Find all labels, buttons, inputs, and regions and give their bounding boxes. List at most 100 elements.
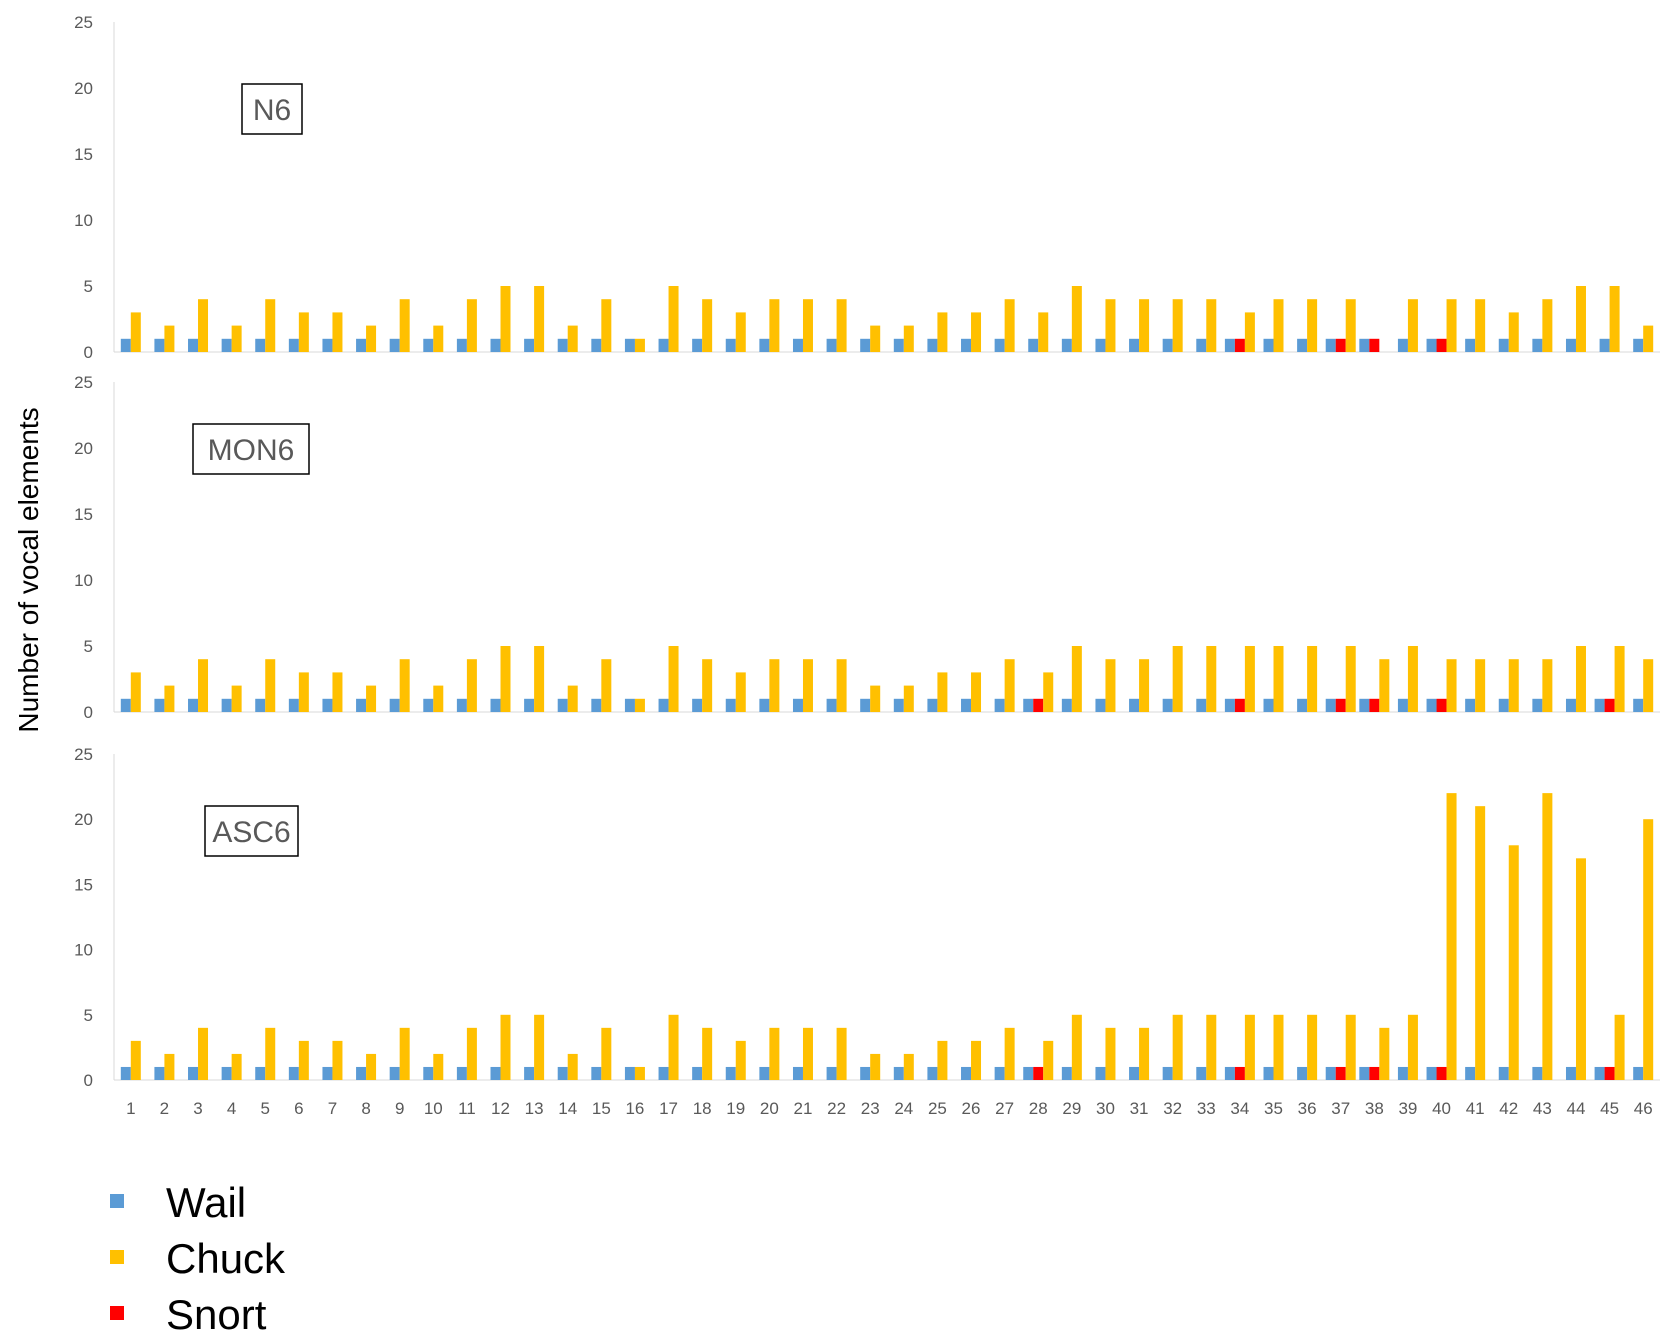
legend-label: Snort [166, 1291, 267, 1338]
bar-snort-asc6 [1335, 1066, 1346, 1080]
bar-wail-mon6 [288, 698, 299, 712]
bar-wail-mon6 [860, 698, 871, 712]
bar-chuck-n6 [1643, 325, 1654, 352]
legend-swatch [110, 1250, 124, 1264]
bar-chuck-asc6 [1043, 1040, 1054, 1080]
bar-chuck-mon6 [231, 685, 242, 712]
x-tick-label: 44 [1567, 1099, 1586, 1118]
x-tick-label: 20 [760, 1099, 779, 1118]
bar-wail-asc6 [961, 1066, 972, 1080]
bar-wail-mon6 [1498, 698, 1509, 712]
bar-chuck-mon6 [601, 659, 612, 712]
x-tick-label: 7 [328, 1099, 337, 1118]
bar-wail-asc6 [927, 1066, 938, 1080]
bar-wail-asc6 [1532, 1066, 1543, 1080]
bar-wail-asc6 [120, 1066, 131, 1080]
bar-chuck-asc6 [1446, 793, 1457, 1080]
bar-chuck-n6 [399, 299, 410, 352]
bar-wail-n6 [893, 338, 904, 352]
bar-chuck-asc6 [735, 1040, 746, 1080]
bar-wail-n6 [1498, 338, 1509, 352]
legend-label: Wail [166, 1179, 246, 1226]
bar-wail-asc6 [591, 1066, 602, 1080]
bar-chuck-asc6 [971, 1040, 982, 1080]
bar-wail-n6 [1162, 338, 1173, 352]
panel-label-box [204, 805, 299, 857]
bar-wail-mon6 [826, 698, 837, 712]
bar-chuck-n6 [802, 299, 813, 352]
panel-label-box [241, 83, 303, 135]
bar-chuck-n6 [971, 312, 982, 352]
bar-chuck-asc6 [836, 1027, 847, 1080]
bar-chuck-mon6 [903, 685, 914, 712]
x-tick-label: 18 [693, 1099, 712, 1118]
bar-wail-n6 [423, 338, 434, 352]
bar-wail-mon6 [1359, 698, 1370, 712]
y-tick-label: 25 [74, 13, 93, 32]
bar-chuck-asc6 [130, 1040, 141, 1080]
bar-chuck-n6 [735, 312, 746, 352]
bar-wail-n6 [1599, 338, 1610, 352]
bar-chuck-n6 [567, 325, 578, 352]
bar-wail-mon6 [1263, 698, 1274, 712]
bar-wail-n6 [591, 338, 602, 352]
bar-chuck-asc6 [702, 1027, 713, 1080]
bar-chuck-mon6 [1273, 646, 1284, 712]
bar-wail-mon6 [120, 698, 131, 712]
bar-chuck-mon6 [802, 659, 813, 712]
bar-wail-asc6 [423, 1066, 434, 1080]
bar-chuck-n6 [1307, 299, 1318, 352]
x-tick-label: 26 [962, 1099, 981, 1118]
x-tick-label: 28 [1029, 1099, 1048, 1118]
bar-wail-asc6 [658, 1066, 669, 1080]
bar-wail-n6 [1224, 338, 1235, 352]
x-tick-label: 34 [1230, 1099, 1249, 1118]
bar-wail-asc6 [1594, 1066, 1605, 1080]
x-tick-label: 1 [126, 1099, 135, 1118]
x-tick-label: 12 [491, 1099, 510, 1118]
bar-chuck-asc6 [164, 1053, 175, 1080]
bar-wail-asc6 [759, 1066, 770, 1080]
bar-chuck-asc6 [466, 1027, 477, 1080]
bar-chuck-n6 [1172, 299, 1183, 352]
bar-snort-asc6 [1234, 1066, 1245, 1080]
bar-chuck-n6 [130, 312, 141, 352]
bar-chuck-asc6 [1475, 806, 1486, 1080]
bar-chuck-n6 [601, 299, 612, 352]
y-tick-label: 5 [84, 277, 93, 296]
bar-wail-mon6 [456, 698, 467, 712]
y-tick-label: 25 [74, 373, 93, 392]
bar-chuck-n6 [1206, 299, 1217, 352]
x-tick-labels: 1 2 3 4 5 6 7 8 9 10 11 12 13 14 15 16 17 18 19 20 21 22 23 24 2… [126, 1099, 1653, 1118]
bar-wail-mon6 [1162, 698, 1173, 712]
bar-wail-n6 [658, 338, 669, 352]
bar-wail-n6 [490, 338, 501, 352]
bar-snort-asc6 [1033, 1066, 1044, 1080]
bar-wail-n6 [557, 338, 568, 352]
bar-chuck-mon6 [1139, 659, 1150, 712]
bar-chuck-mon6 [634, 698, 645, 712]
bar-wail-mon6 [624, 698, 635, 712]
bar-wail-n6 [255, 338, 266, 352]
bar-wail-n6 [1325, 338, 1336, 352]
bar-snort-mon6 [1335, 698, 1346, 712]
bar-chuck-asc6 [1307, 1014, 1318, 1080]
bar-chuck-asc6 [903, 1053, 914, 1080]
bar-chuck-asc6 [668, 1014, 679, 1080]
bar-chuck-n6 [466, 299, 477, 352]
bar-chuck-mon6 [265, 659, 276, 712]
bar-chuck-asc6 [1244, 1014, 1255, 1080]
bar-chuck-n6 [937, 312, 948, 352]
bar-chuck-mon6 [870, 685, 881, 712]
legend-swatch [110, 1194, 124, 1208]
bar-chuck-mon6 [1071, 646, 1082, 712]
legend-item-wail: Wail [110, 1179, 246, 1226]
bar-wail-n6 [188, 338, 199, 352]
bar-chuck-asc6 [332, 1040, 343, 1080]
bar-snort-n6 [1436, 338, 1447, 352]
bar-wail-mon6 [893, 698, 904, 712]
bar-wail-asc6 [1297, 1066, 1308, 1080]
bar-chuck-n6 [1105, 299, 1116, 352]
bar-chuck-asc6 [601, 1027, 612, 1080]
